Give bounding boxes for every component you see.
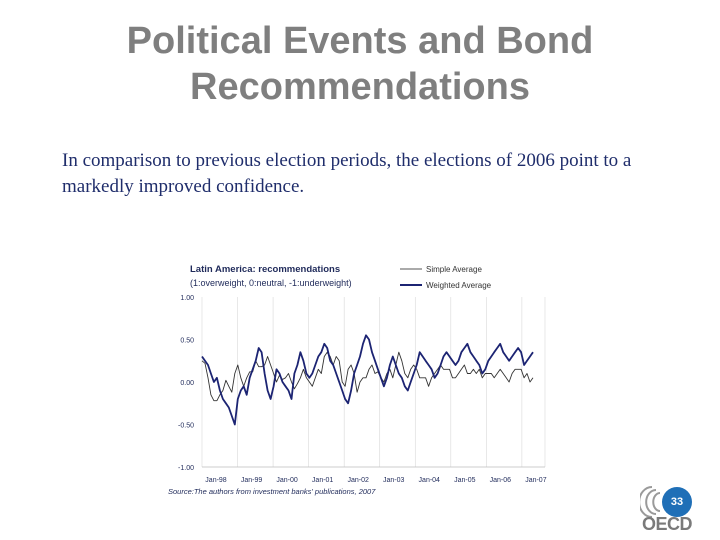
x-tick-label: Jan-98: [205, 477, 227, 484]
x-tick-label: Jan-03: [383, 477, 405, 484]
y-axis-ticks: 1.00 0.50 0.00 -0.50 -1.00: [178, 295, 194, 472]
line-chart: Latin America: recommendations (1:overwe…: [160, 255, 555, 500]
y-tick-label: 0.00: [180, 380, 194, 387]
chart-grid: [201, 297, 546, 468]
chart-subtitle: (1:overweight, 0:neutral, -1:underweight…: [190, 278, 352, 288]
slide-subtitle: In comparison to previous election perio…: [62, 150, 632, 197]
x-tick-label: Jan-06: [490, 477, 512, 484]
y-tick-label: 1.00: [180, 295, 194, 302]
slide-title-line2: Recommendations: [190, 66, 530, 108]
legend-label-weighted: Weighted Average: [426, 281, 492, 290]
chart-lines: [201, 334, 534, 426]
y-tick-label: 0.50: [180, 338, 194, 345]
x-tick-label: Jan-99: [241, 477, 263, 484]
oecd-logo: OECD: [642, 514, 693, 534]
x-tick-label: Jan-01: [312, 477, 334, 484]
chart-title: Latin America: recommendations: [190, 264, 340, 275]
x-tick-label: Jan-02: [347, 477, 369, 484]
x-tick-label: Jan-00: [276, 477, 298, 484]
chart-legend: Simple Average Weighted Average: [400, 265, 492, 290]
chart-container: Latin America: recommendations (1:overwe…: [160, 255, 555, 500]
chart-background: [160, 255, 555, 500]
y-tick-label: -1.00: [178, 465, 194, 472]
x-tick-label: Jan-04: [419, 477, 441, 484]
page-number-badge: 33: [662, 487, 692, 517]
slide-title: Political Events and Bond Recommendation…: [0, 18, 720, 110]
series-line-simple-average: [201, 351, 534, 402]
slide-title-line1: Political Events and Bond: [126, 20, 594, 62]
oecd-arcs-icon: [640, 486, 661, 518]
chart-source: Source:The authors from investment banks…: [168, 487, 376, 496]
legend-label-simple: Simple Average: [426, 265, 482, 274]
y-tick-label: -0.50: [178, 423, 194, 430]
x-tick-label: Jan-05: [454, 477, 476, 484]
x-axis-ticks: Jan-98 Jan-99 Jan-00 Jan-01 Jan-02 Jan-03 Jan-…: [205, 477, 546, 484]
x-tick-label: Jan-07: [525, 477, 547, 484]
series-line-weighted-average: [201, 334, 534, 426]
